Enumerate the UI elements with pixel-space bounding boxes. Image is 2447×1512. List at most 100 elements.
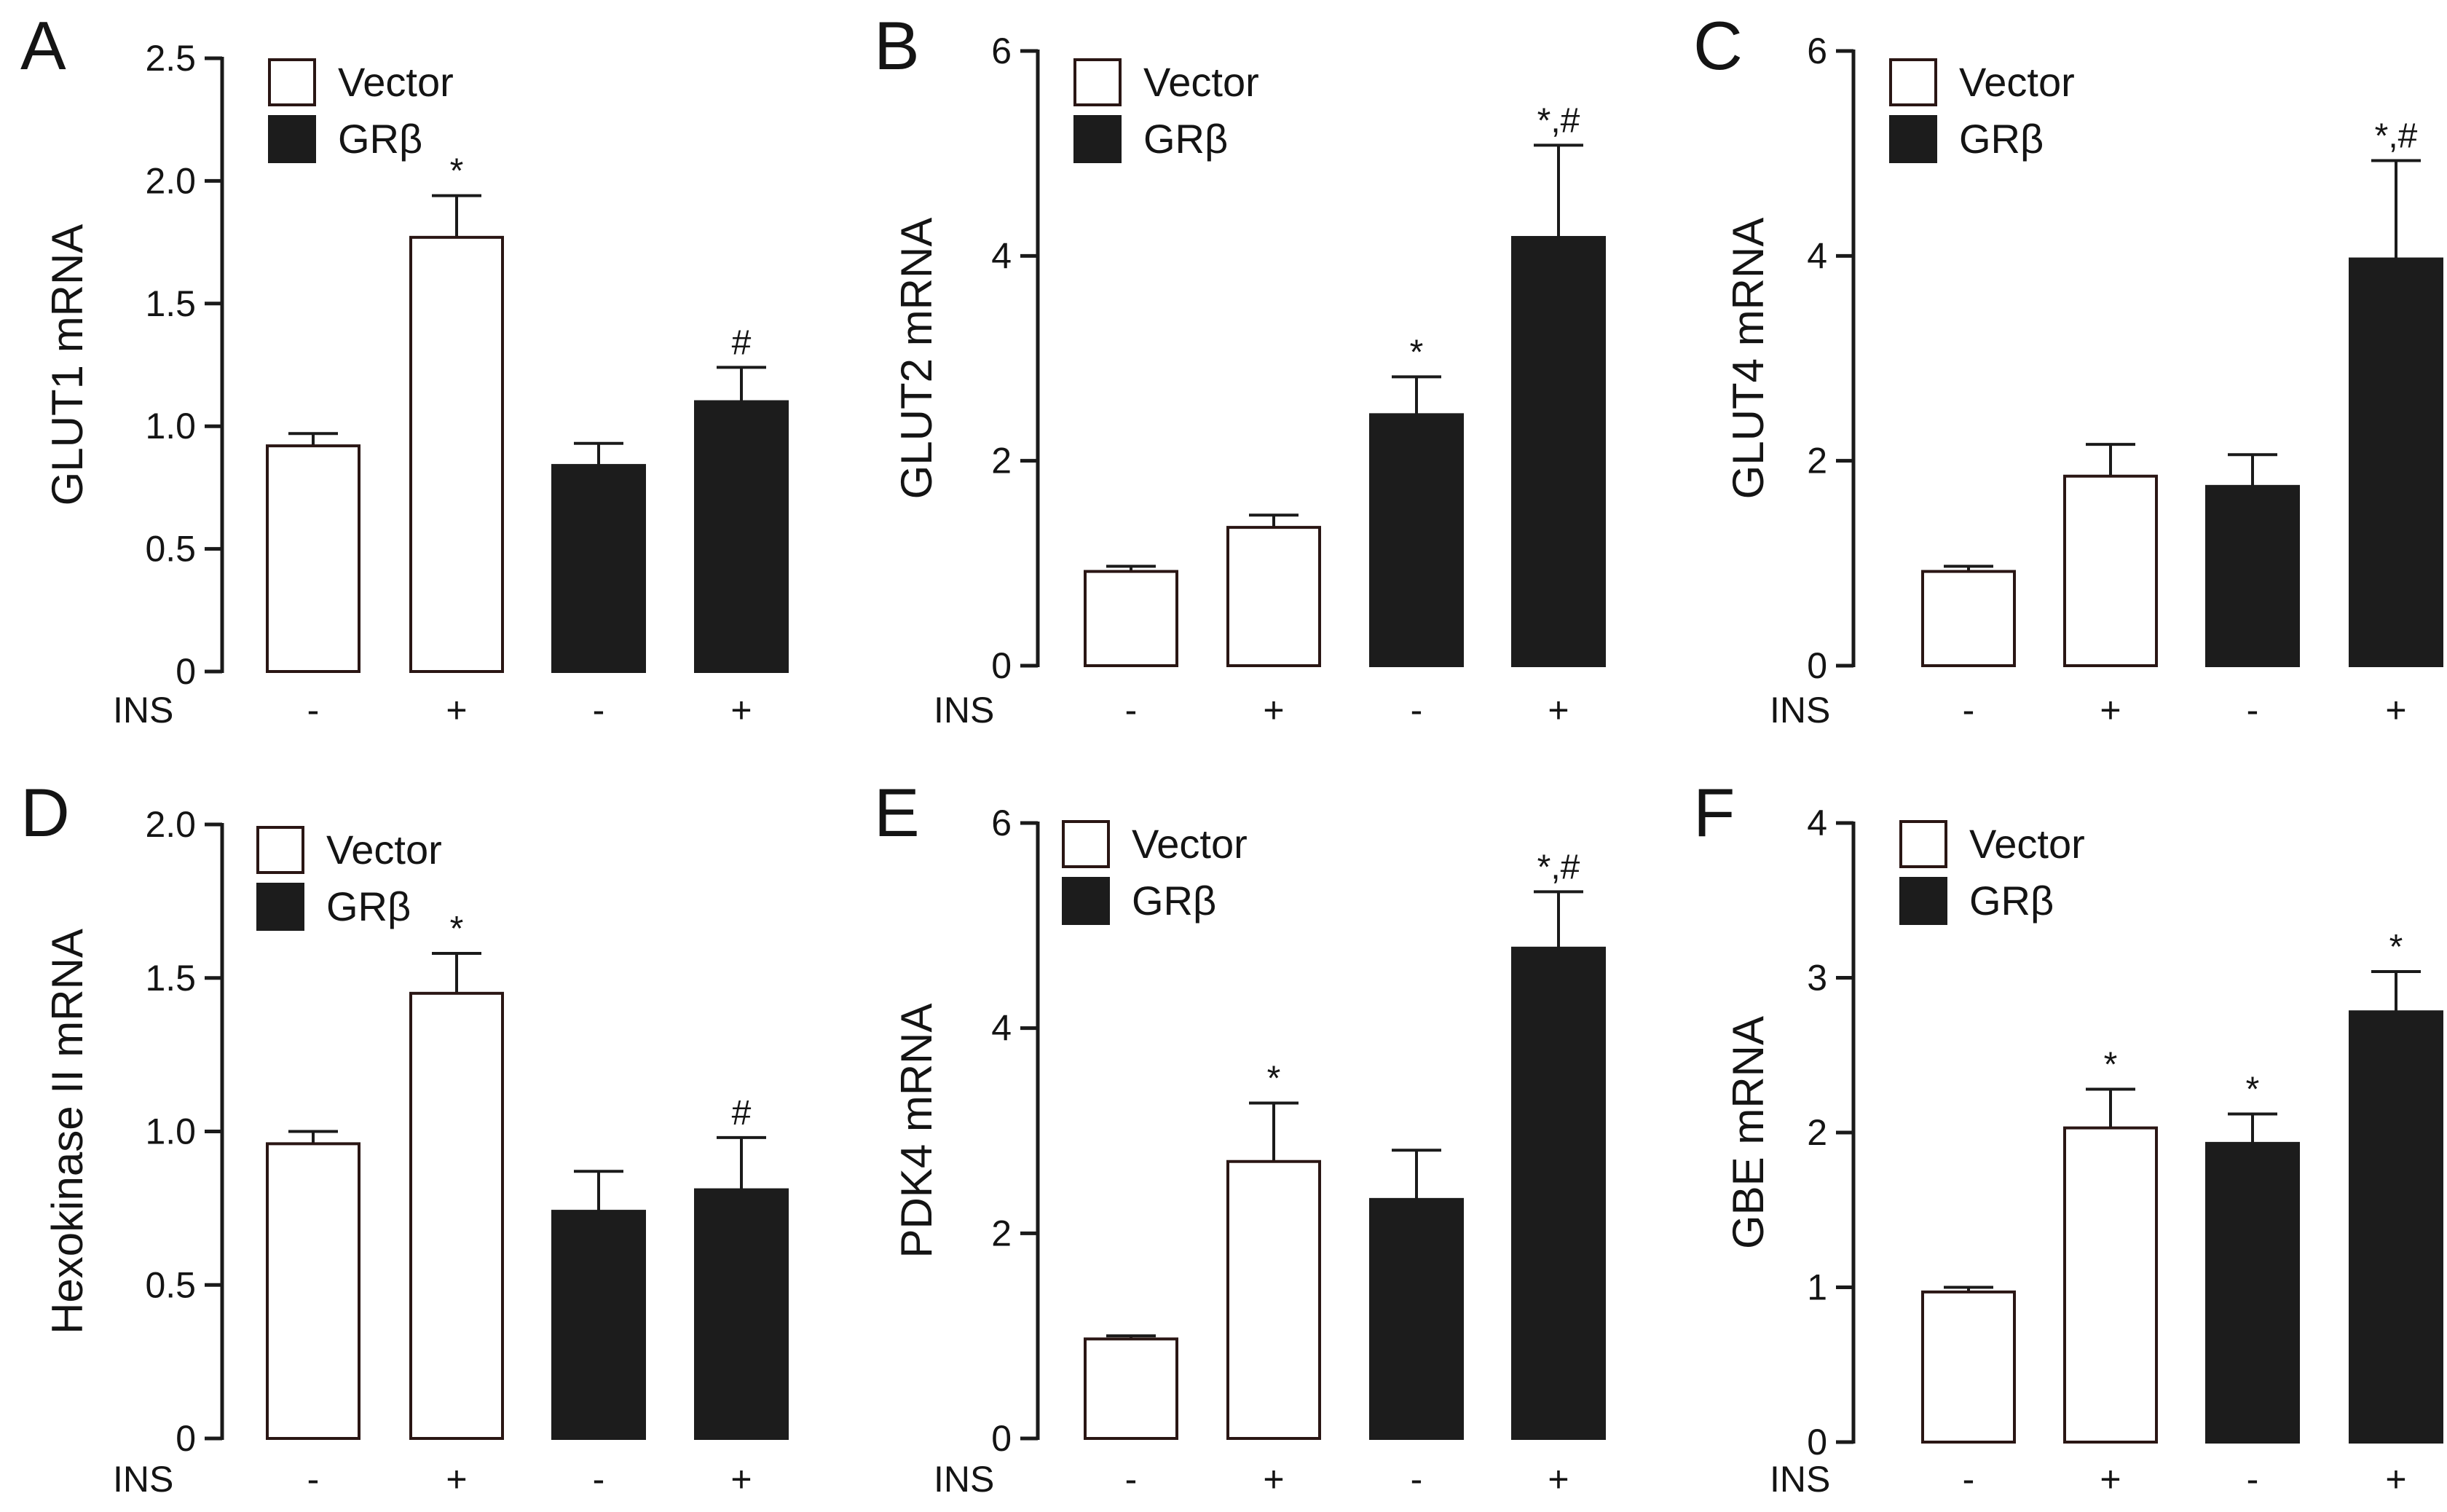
bar (2063, 1126, 2158, 1444)
bar (694, 1188, 789, 1440)
significance-annotation: # (732, 323, 752, 362)
significance-annotation: # (732, 1094, 752, 1133)
x-axis-label: INS (1770, 690, 1830, 731)
legend-swatch-vector (1073, 58, 1122, 106)
panel-letter: D (20, 774, 70, 851)
y-tick-label: 3 (1807, 958, 1827, 999)
x-category-label: + (1548, 1459, 1569, 1500)
x-axis-label: INS (934, 690, 994, 731)
legend-label: GRβ (338, 116, 422, 162)
bar (2063, 474, 2158, 667)
bar (1226, 1159, 1321, 1440)
legend-swatch-vector (256, 826, 304, 874)
y-tick-label: 2 (991, 1213, 1012, 1253)
legend-label: GRβ (1969, 878, 2054, 924)
y-tick-label: 1.0 (145, 406, 196, 446)
x-category-label: - (307, 690, 320, 731)
panel-f: F 0 1 2 3 4 GBE mRNA Vector GRβ - * + * - * + INS (1693, 774, 2443, 1500)
legend-label: Vector (1143, 59, 1259, 105)
x-category-label: - (307, 1459, 320, 1500)
x-category-label: + (2100, 1459, 2121, 1500)
bar (551, 1210, 646, 1440)
legend-label: Vector (1132, 821, 1248, 867)
legend-swatch-grbeta (268, 115, 316, 163)
legend-swatch-vector (1062, 820, 1110, 868)
significance-annotation: * (450, 910, 464, 948)
x-category-label: + (446, 1459, 467, 1500)
significance-annotation: * (1267, 1059, 1281, 1098)
y-axis-label: GBE mRNA (1724, 1016, 1773, 1249)
x-category-label: + (1263, 690, 1284, 731)
x-category-label: + (2385, 690, 2406, 731)
legend-label: GRβ (1143, 116, 1228, 162)
bar (1369, 413, 1464, 667)
bar (1511, 946, 1606, 1440)
panel-a: A 0 0.5 1.0 1.5 2.0 2.5 GLUT1 mRNA Vector GRβ - * + -… (20, 7, 789, 731)
y-tick-label: 0.5 (145, 529, 196, 570)
significance-annotation: * (2389, 928, 2403, 966)
y-tick-label: 6 (991, 31, 1012, 71)
bar (1921, 1290, 2016, 1444)
bar (2349, 257, 2443, 667)
y-tick-label: 4 (1807, 235, 1827, 276)
bar (266, 444, 360, 673)
legend-label: Vector (338, 59, 454, 105)
y-tick-label: 0.5 (145, 1264, 196, 1305)
bar (1369, 1197, 1464, 1440)
bar (1084, 1337, 1178, 1441)
y-tick-label: 4 (991, 1008, 1012, 1049)
x-category-label: - (593, 1459, 605, 1500)
y-tick-label: 2.0 (145, 160, 196, 201)
panel-c: C 0 2 4 6 GLUT4 mRNA Vector GRβ - + - *,# + INS (1693, 7, 2443, 731)
panel-letter: F (1693, 774, 1735, 851)
x-category-label: + (1263, 1459, 1284, 1500)
y-tick-label: 0 (176, 1418, 196, 1459)
y-tick-label: 6 (1807, 31, 1827, 71)
x-category-label: - (2247, 690, 2259, 731)
significance-annotation: *,# (1537, 848, 1580, 886)
y-tick-label: 0 (991, 1418, 1012, 1459)
legend-label: GRβ (1959, 116, 2044, 162)
panel-letter: A (20, 7, 66, 84)
legend-swatch-vector (268, 58, 316, 106)
significance-annotation: *,# (1537, 101, 1580, 140)
legend-swatch-grbeta (1062, 877, 1110, 925)
significance-annotation: * (1410, 333, 1424, 371)
legend: Vector GRβ (268, 58, 454, 163)
x-category-label: + (730, 1459, 752, 1500)
bar (551, 464, 646, 673)
x-category-label: + (2385, 1459, 2406, 1500)
legend-label: Vector (1959, 59, 2075, 105)
bar (1511, 236, 1606, 668)
y-tick-label: 4 (991, 235, 1012, 276)
legend: Vector GRβ (1062, 820, 1248, 925)
legend-swatch-vector (1889, 58, 1937, 106)
bar (1084, 570, 1178, 667)
legend: Vector GRβ (1889, 58, 2075, 163)
y-tick-label: 2 (1807, 1112, 1827, 1153)
bar (266, 1142, 360, 1440)
bar (2205, 484, 2300, 667)
y-tick-label: 1.5 (145, 958, 196, 999)
panel-letter: E (874, 774, 920, 851)
y-tick-label: 0 (1807, 645, 1827, 686)
legend-label: GRβ (326, 883, 411, 929)
x-category-label: - (1411, 690, 1423, 731)
x-category-label: + (2100, 690, 2121, 731)
legend: Vector GRβ (1073, 58, 1259, 163)
legend-swatch-vector (1899, 820, 1947, 868)
x-category-label: - (1125, 690, 1138, 731)
significance-annotation: * (2246, 1071, 2260, 1109)
panel-e: E 0 2 4 6 PDK4 mRNA Vector GRβ - * + - *,# + INS (874, 774, 1606, 1500)
x-category-label: - (1963, 690, 1975, 731)
legend: Vector GRβ (256, 826, 442, 931)
x-axis-label: INS (113, 1459, 173, 1500)
y-axis-label: GLUT2 mRNA (892, 218, 941, 500)
y-tick-label: 1.5 (145, 283, 196, 324)
y-axis-label: GLUT1 mRNA (43, 224, 92, 506)
legend-swatch-grbeta (256, 883, 304, 931)
y-axis-label: Hexokinase II mRNA (43, 929, 92, 1334)
y-tick-label: 0 (176, 651, 196, 692)
bar (694, 400, 789, 674)
legend-swatch-grbeta (1073, 115, 1122, 163)
